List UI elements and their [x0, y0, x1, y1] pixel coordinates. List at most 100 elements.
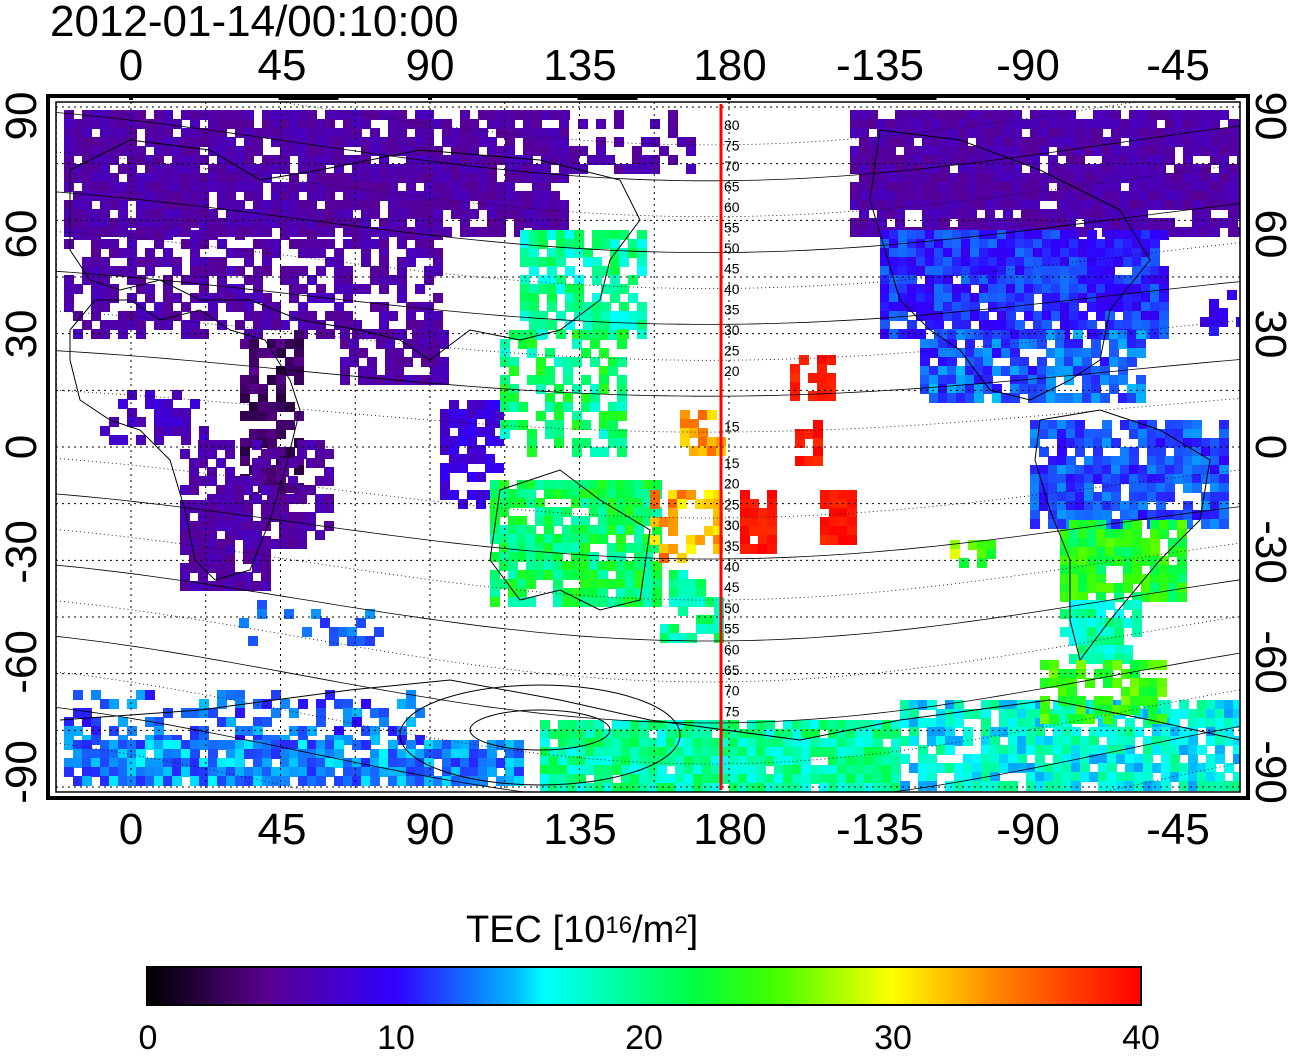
tec-cell — [616, 489, 626, 499]
tec-cell — [576, 738, 586, 748]
tec-cell — [527, 348, 537, 358]
tec-cell — [163, 320, 173, 330]
tec-cell — [253, 320, 263, 330]
tec-cell — [931, 173, 941, 183]
tec-cell — [610, 257, 620, 267]
tec-cell — [262, 119, 272, 129]
tec-cell — [100, 239, 110, 249]
tec-cell — [783, 756, 793, 766]
tec-cell — [145, 248, 155, 258]
tec-cell — [508, 588, 518, 598]
tec-cell — [949, 209, 959, 219]
tec-cell — [1132, 302, 1142, 312]
tec-cell — [1161, 781, 1171, 791]
tec-cell — [650, 164, 660, 174]
tec-cell — [334, 740, 344, 750]
tec-cell — [1114, 618, 1124, 628]
tec-cell — [190, 128, 200, 138]
tec-cell — [829, 508, 839, 518]
tec-cell — [1132, 239, 1142, 249]
mag-lat-contour — [277, 102, 1139, 146]
tec-cell — [1060, 275, 1070, 285]
mag-lat-label: 15 — [724, 419, 740, 435]
tec-cell — [986, 549, 996, 559]
tec-cell — [1069, 257, 1079, 267]
tec-cell — [490, 516, 500, 526]
tec-cell — [625, 579, 635, 589]
tec-cell — [882, 720, 892, 730]
tec-cell — [1120, 465, 1130, 475]
tec-cell — [1060, 266, 1070, 276]
tec-cell — [988, 239, 998, 249]
tec-cell — [1033, 239, 1043, 249]
tec-cell — [109, 173, 119, 183]
tec-cell — [289, 275, 299, 285]
tec-cell — [1066, 209, 1076, 219]
tec-cell — [508, 597, 518, 607]
tec-cell — [702, 765, 712, 775]
tec-cell — [547, 275, 557, 285]
tec-cell — [370, 302, 380, 312]
tec-cell — [616, 570, 626, 580]
tec-cell — [947, 348, 957, 358]
tec-cell — [1102, 218, 1112, 228]
tec-cell — [199, 110, 209, 120]
tec-cell — [974, 366, 984, 376]
tec-cell — [73, 776, 83, 786]
tec-cell — [496, 191, 506, 201]
tec-cell — [225, 449, 235, 459]
tec-cell — [1040, 705, 1050, 715]
tec-cell — [801, 756, 811, 766]
tec-cell — [556, 248, 566, 258]
tec-cell — [334, 218, 344, 228]
tec-cell — [925, 293, 935, 303]
tec-cell — [1046, 330, 1056, 340]
tec-cell — [172, 164, 182, 174]
tec-cell — [895, 182, 905, 192]
tec-cell — [190, 749, 200, 759]
tec-cell — [607, 489, 617, 499]
tec-cell — [316, 191, 326, 201]
tec-cell — [451, 164, 461, 174]
tec-cell — [234, 581, 244, 591]
tec-cell — [136, 435, 146, 445]
tec-cell — [565, 293, 575, 303]
tec-cell — [1091, 366, 1101, 376]
tec-cell — [607, 543, 617, 553]
tec-cell — [1089, 727, 1099, 737]
tec-cell — [1003, 200, 1013, 210]
tec-cell — [713, 526, 723, 536]
tec-cell — [262, 239, 272, 249]
tec-cell — [1156, 483, 1166, 493]
tec-cell — [859, 146, 869, 156]
tec-cell — [315, 458, 325, 468]
tec-cell — [1030, 173, 1040, 183]
tec-cell — [73, 119, 83, 129]
tec-cell — [1201, 137, 1211, 147]
tec-cell — [334, 155, 344, 165]
tec-cell — [235, 248, 245, 258]
tec-cell — [253, 173, 263, 183]
tec-cell — [343, 191, 353, 201]
tec-cell — [684, 765, 694, 775]
tec-cell — [1170, 736, 1180, 746]
tec-cell — [352, 137, 362, 147]
tec-cell — [1233, 781, 1240, 791]
tec-cell — [100, 293, 110, 303]
tec-cell — [1026, 709, 1036, 719]
tec-cell — [154, 110, 164, 120]
tec-cell — [388, 218, 398, 228]
tec-cell — [1219, 173, 1229, 183]
tec-cell — [523, 110, 533, 120]
tec-cell — [1006, 230, 1016, 240]
tec-cell — [216, 521, 226, 531]
tec-cell — [154, 435, 164, 445]
tec-cell — [994, 191, 1004, 201]
tec-cell — [1037, 330, 1047, 340]
tec-cell — [199, 726, 209, 736]
tec-cell — [276, 384, 286, 394]
tec-cell — [634, 570, 644, 580]
mag-lat-label: 35 — [724, 538, 740, 554]
tec-cell — [1030, 465, 1040, 475]
tec-cell — [808, 373, 818, 383]
